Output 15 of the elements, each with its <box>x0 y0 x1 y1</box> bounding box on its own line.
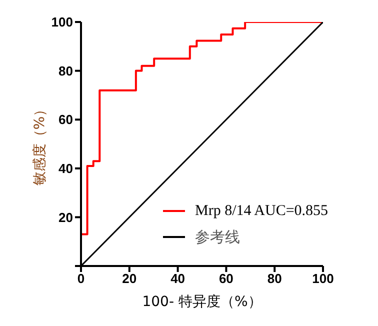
x-tick-label: 40 <box>170 271 186 286</box>
y-axis-title: 敏感度（%） <box>32 102 48 186</box>
legend-label: 参考线 <box>195 228 240 246</box>
y-tick-label: 60 <box>58 112 73 128</box>
y-tick-label: 20 <box>58 210 73 225</box>
x-tick-label: 60 <box>218 271 234 286</box>
y-tick-label: 100 <box>51 14 73 30</box>
x-tick-label: 20 <box>122 271 137 286</box>
legend-label: Mrp 8/14 AUC=0.855 <box>195 202 328 220</box>
x-tick-label: 100 <box>312 271 334 286</box>
x-tick-label: 80 <box>267 271 282 286</box>
x-tick-label: 0 <box>77 271 85 286</box>
y-tick-label: 40 <box>58 161 73 176</box>
x-axis-title: 100- 特异度（%） <box>142 294 262 310</box>
y-tick-label: 80 <box>58 63 73 78</box>
